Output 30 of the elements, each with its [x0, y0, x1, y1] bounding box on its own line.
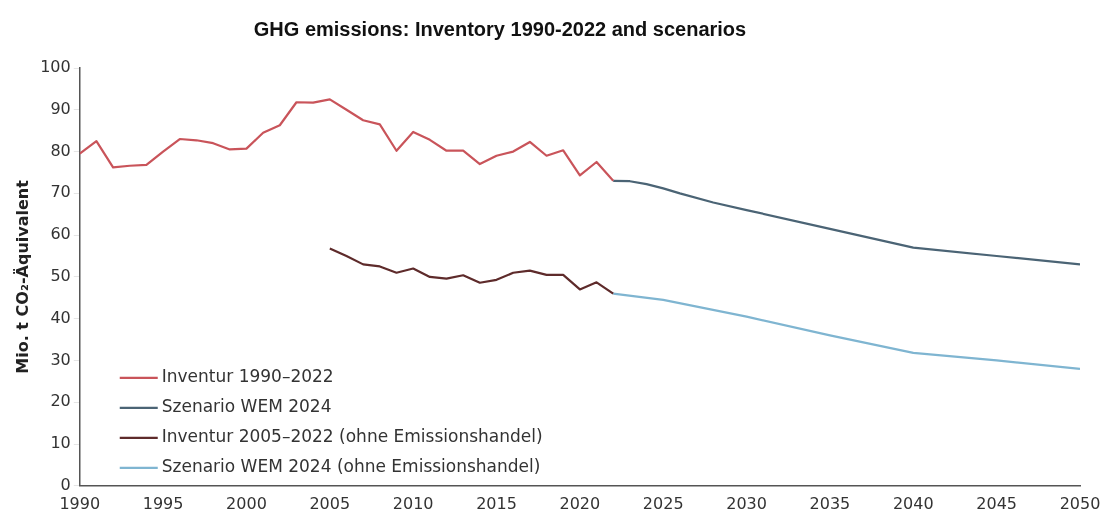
x-tick-label: 2010	[392, 493, 434, 513]
legend-label: Szenario WEM 2024 (ohne Emissionshandel)	[161, 456, 541, 477]
x-tick-label: 1990	[59, 493, 101, 513]
x-tick-label: 2050	[1059, 493, 1101, 513]
y-tick-label: 10	[50, 433, 71, 453]
y-tick-label: 20	[50, 391, 71, 411]
y-tick-label: 30	[50, 349, 71, 369]
chart-title: GHG emissions: Inventory 1990-2022 and scenarios	[252, 18, 748, 41]
x-tick-label: 2030	[726, 493, 767, 513]
y-tick-label: 0	[60, 474, 71, 494]
legend-label: Szenario WEM 2024	[161, 396, 332, 417]
x-tick-label: 2020	[559, 493, 601, 513]
legend-label: Inventur 1990–2022	[161, 366, 334, 387]
y-tick-label: 80	[50, 140, 71, 160]
x-tick-label: 2015	[476, 493, 517, 513]
x-tick-label: 2025	[642, 493, 684, 513]
x-tick-label: 2045	[976, 493, 1017, 513]
y-tick-label: 60	[50, 224, 71, 244]
x-tick-label: 2005	[309, 493, 351, 513]
y-tick-label: 90	[50, 98, 71, 118]
x-tick-label: 1995	[142, 493, 184, 513]
x-tick-label: 2040	[892, 493, 934, 513]
y-tick-label: 70	[50, 182, 71, 202]
x-tick-label: 2035	[809, 493, 851, 513]
y-tick-label: 50	[50, 266, 71, 286]
x-tick-label: 2000	[226, 493, 267, 513]
y-tick-label: 100	[40, 57, 71, 77]
y-axis-title: Mio. t CO₂-Äquivalent	[12, 179, 32, 374]
y-tick-label: 40	[50, 307, 71, 327]
legend-label: Inventur 2005–2022 (ohne Emissionshandel)	[161, 426, 543, 447]
